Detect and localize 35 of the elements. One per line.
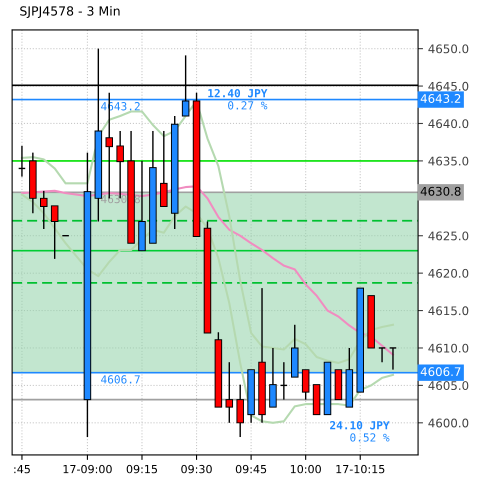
y-tick-label: 4640.0 bbox=[428, 119, 468, 128]
x-tick-label: :45 bbox=[14, 465, 30, 474]
x-tick-label: 10:00 bbox=[290, 464, 321, 474]
text: 4630.8 bbox=[420, 186, 461, 196]
chart-title: SJPJ4578 - 3 Min bbox=[20, 6, 120, 18]
ref-line-label: 4606.7 bbox=[101, 375, 140, 384]
y-tick-label: 4610.0 bbox=[428, 344, 468, 353]
y-tick-label: 4635.0 bbox=[428, 156, 468, 166]
text: 4606.7 bbox=[420, 367, 460, 376]
candlestick bbox=[160, 130, 168, 208]
candlestick bbox=[236, 384, 244, 438]
x-tick-label: 09:15 bbox=[126, 464, 158, 474]
candlestick bbox=[302, 368, 310, 400]
annotation: 24.10 JPY bbox=[330, 421, 390, 430]
annotation: 0.27 % bbox=[228, 101, 268, 110]
y-tick-label: 4650.0 bbox=[428, 44, 468, 54]
y-tick-label: 4600.0 bbox=[428, 418, 468, 428]
y-tick-label: 4615.0 bbox=[428, 306, 468, 316]
candlestick bbox=[40, 190, 48, 230]
y-tick-label: 4605.0 bbox=[428, 381, 468, 390]
y-tick-label: 4620.0 bbox=[428, 268, 468, 278]
candlestick bbox=[280, 362, 288, 400]
text: 4643.2 bbox=[420, 94, 460, 103]
x-tick-label: 09:45 bbox=[236, 464, 266, 474]
candlestick bbox=[18, 145, 26, 178]
y-tick-label: 4645.0 bbox=[428, 82, 468, 91]
y-tick-label: 4625.0 bbox=[428, 231, 468, 240]
annotation: 12.40 JPY bbox=[208, 88, 268, 98]
candlestick bbox=[226, 362, 234, 424]
line-series bbox=[20, 185, 394, 356]
x-tick-label: 17-10:15 bbox=[336, 464, 384, 474]
annotation: 0.52 % bbox=[350, 433, 390, 442]
x-tick-label: 09:30 bbox=[181, 464, 212, 474]
x-tick-label: 17-09:00 bbox=[64, 464, 112, 474]
candlestick bbox=[50, 205, 58, 260]
